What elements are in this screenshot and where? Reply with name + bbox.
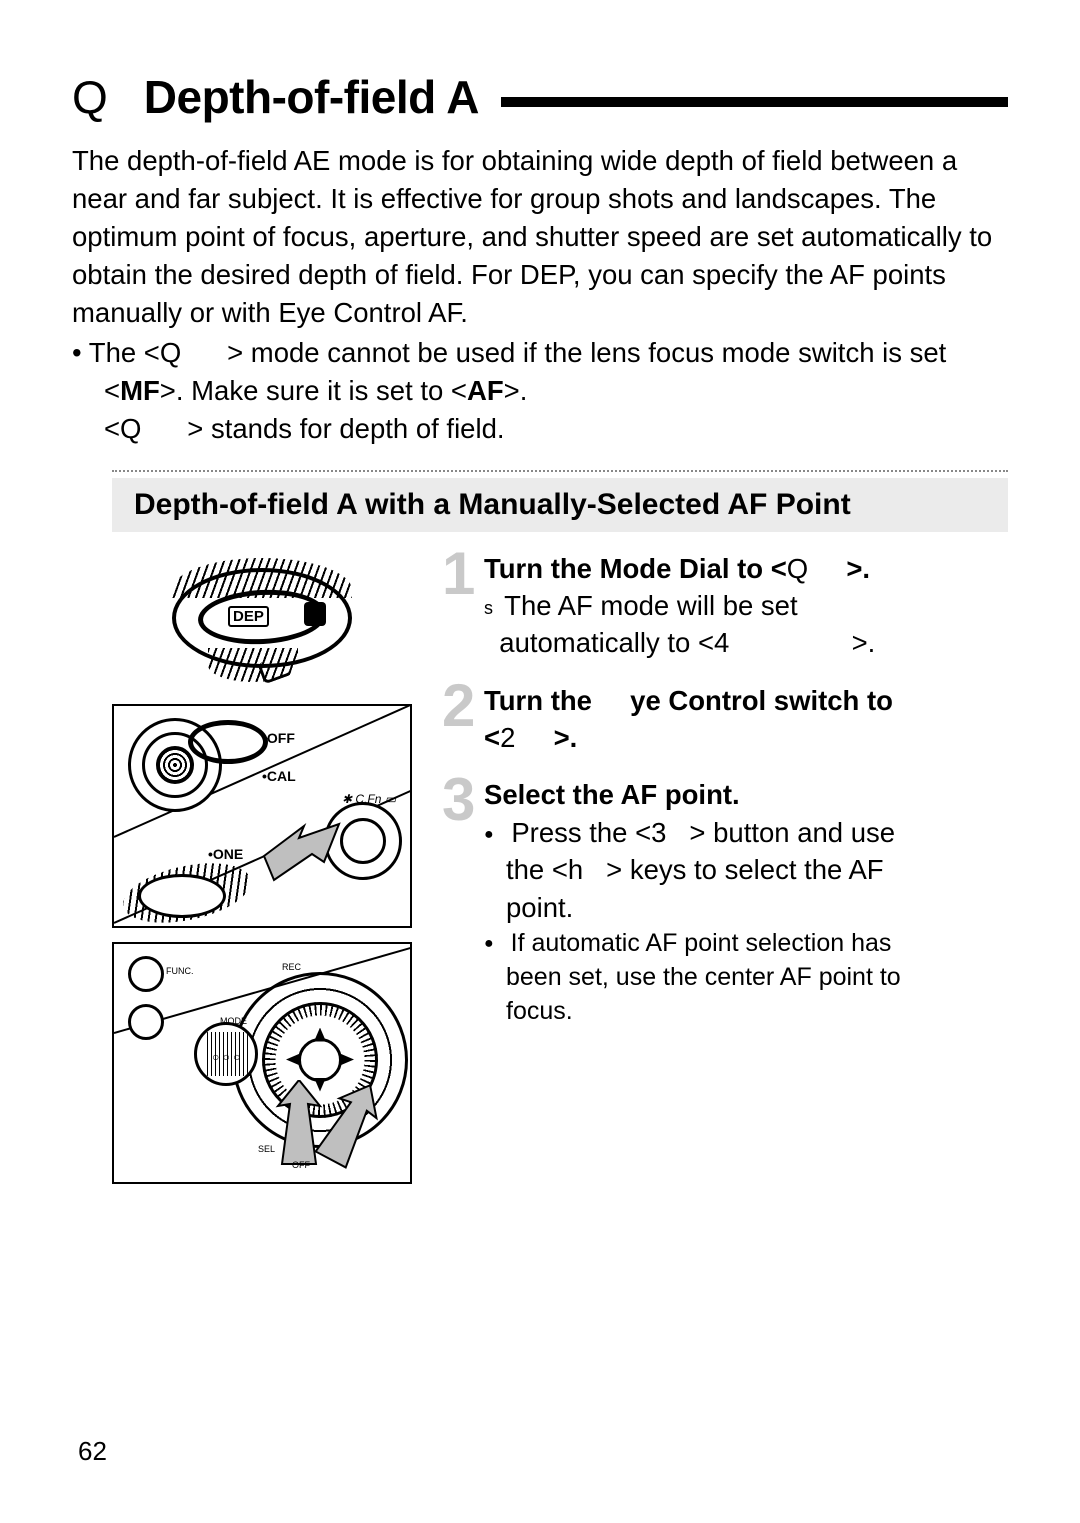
sub-bullet: Press the <3 > button and use the <h > k… [484, 814, 1008, 926]
section-header: Depth-of-field A with a Manually-Selecte… [112, 478, 1008, 532]
sel-label: SEL [258, 1144, 275, 1154]
cfn-label: ✱ C.Fn ▭ [342, 792, 396, 806]
step-2: 2 Turn the ye Control switch to <2 >. [442, 682, 1008, 757]
mf-label: MF [120, 375, 160, 406]
cal-label: •CAL [262, 768, 296, 784]
illustration-column: DEP •OFF •CAL •ONE ✱ C.Fn ▭ [112, 550, 436, 1184]
intro-paragraph: The depth-of-field AE mode is for obtain… [72, 142, 1008, 332]
step-title: Turn the ye Control switch to <2 >. [484, 685, 893, 753]
title-mode-icon: Q [72, 70, 108, 124]
off-label: OFF [292, 1160, 310, 1170]
step-body: Select the AF point. Press the <3 > butt… [484, 776, 1008, 1028]
steps-column: 1 Turn the Mode Dial to <Q >. s The AF m… [436, 550, 1008, 1184]
title-bar [501, 97, 1008, 107]
note-line: • The <Q > mode cannot be used if the le… [72, 334, 1008, 372]
eye-control-illustration: •OFF •CAL •ONE ✱ C.Fn ▭ [112, 704, 412, 928]
text: automatically to <4 [499, 627, 729, 658]
step-3: 3 Select the AF point. Press the <3 > bu… [442, 776, 1008, 1028]
text: >. Make sure it is set to < [160, 375, 467, 406]
rec-label: REC [282, 962, 301, 972]
page-title-row: Q Depth-of-field A [72, 70, 1008, 124]
step-number: 1 [442, 548, 484, 662]
text: • The <Q [72, 337, 181, 368]
result-marker: s [484, 598, 493, 618]
step-1: 1 Turn the Mode Dial to <Q >. s The AF m… [442, 550, 1008, 662]
step-number: 2 [442, 680, 484, 757]
note-line: <Q > stands for depth of field. [72, 410, 1008, 448]
mode-dial-illustration: DEP [112, 550, 412, 690]
text: > mode cannot be used if the lens focus … [227, 337, 946, 368]
one-label: •ONE [208, 846, 243, 862]
sub-bullet: If automatic AF point selection has been… [484, 926, 1008, 1028]
step-title: Select the AF point. [484, 779, 740, 810]
text: >. [852, 627, 876, 658]
text: <Q [104, 413, 141, 444]
step-body: Turn the ye Control switch to <2 >. [484, 682, 1008, 757]
page-title: Depth-of-field A [144, 70, 479, 124]
content-row: DEP •OFF •CAL •ONE ✱ C.Fn ▭ [112, 550, 1008, 1184]
text: >. [504, 375, 528, 406]
notes-list: • The <Q > mode cannot be used if the le… [72, 334, 1008, 448]
af-label: AF [467, 375, 504, 406]
divider [112, 470, 1008, 472]
step-body: Turn the Mode Dial to <Q >. s The AF mod… [484, 550, 1008, 662]
note-line: <MF>. Make sure it is set to <AF>. [72, 372, 1008, 410]
dep-label: DEP [228, 606, 269, 627]
text: < [104, 375, 120, 406]
off-label: •OFF [262, 730, 295, 746]
step-number: 3 [442, 774, 484, 1028]
func-label: FUNC. [166, 966, 194, 976]
text: > stands for depth of field. [187, 413, 504, 444]
af-select-illustration: FUNC. REC MODE ○ ○ ○ SEL OFF [112, 942, 412, 1184]
page-number: 62 [78, 1436, 107, 1467]
step-title: Turn the Mode Dial to <Q >. [484, 553, 870, 584]
arrow-icon [254, 806, 344, 886]
text: The AF mode will be set [497, 590, 798, 621]
